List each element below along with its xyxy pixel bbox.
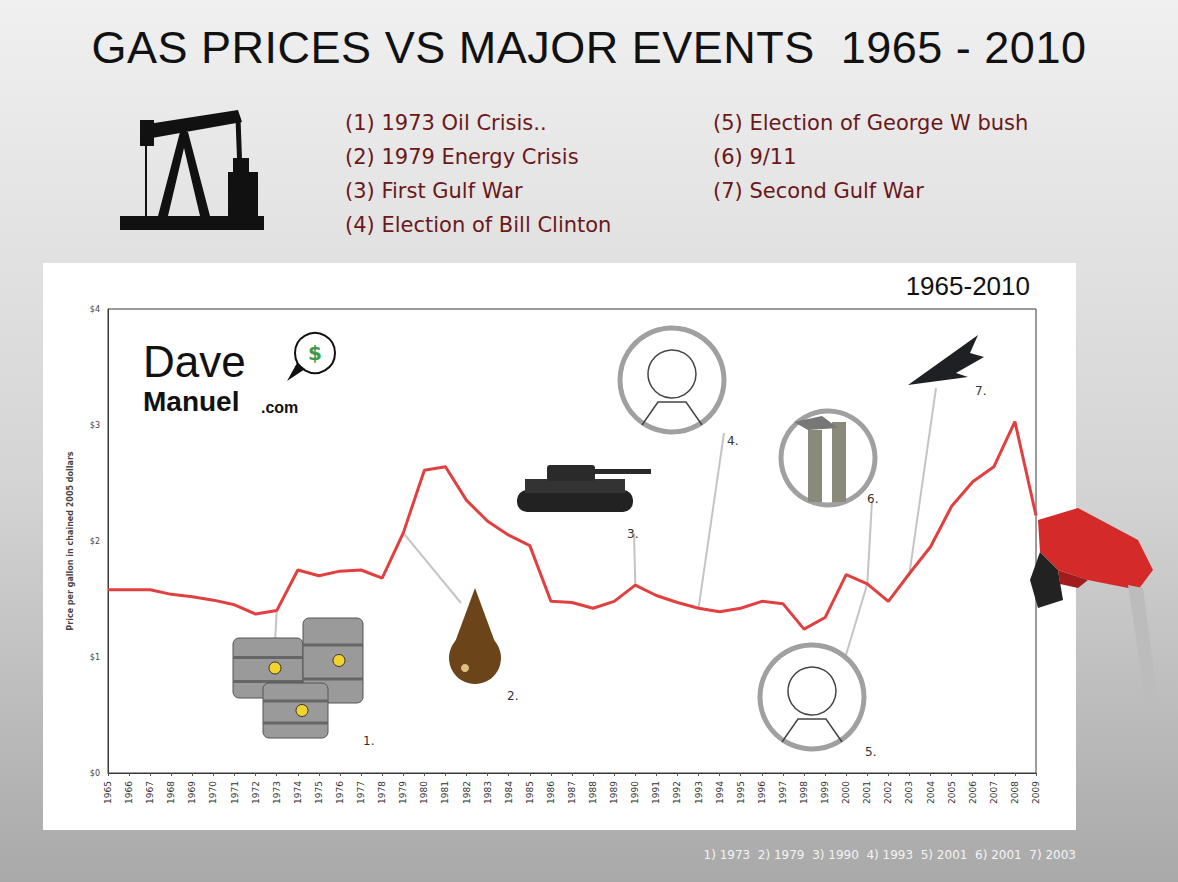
svg-text:2001: 2001	[862, 781, 872, 804]
svg-text:2003: 2003	[904, 781, 914, 804]
svg-text:6.: 6.	[867, 492, 878, 506]
svg-text:$: $	[308, 341, 322, 365]
svg-text:1993: 1993	[694, 781, 704, 804]
svg-text:2002: 2002	[883, 781, 893, 804]
svg-text:1982: 1982	[462, 781, 472, 804]
svg-text:.com: .com	[261, 399, 298, 416]
svg-text:2008: 2008	[1010, 781, 1020, 804]
svg-text:1.: 1.	[363, 734, 374, 748]
svg-text:7.: 7.	[975, 384, 986, 398]
svg-text:1991: 1991	[651, 781, 661, 804]
svg-text:1977: 1977	[356, 781, 366, 804]
svg-text:4.: 4.	[727, 434, 738, 448]
svg-text:1986: 1986	[546, 781, 556, 804]
svg-text:1969: 1969	[187, 781, 197, 804]
svg-text:1966: 1966	[124, 781, 134, 804]
svg-text:1998: 1998	[799, 781, 809, 804]
svg-text:$0: $0	[90, 769, 100, 778]
svg-text:1981: 1981	[440, 781, 450, 804]
svg-text:Manuel: Manuel	[143, 386, 239, 417]
svg-text:1965-2010: 1965-2010	[906, 271, 1030, 301]
svg-text:2004: 2004	[926, 781, 936, 804]
svg-text:$3: $3	[90, 421, 100, 430]
svg-text:1997: 1997	[778, 781, 788, 804]
svg-text:1972: 1972	[251, 781, 261, 804]
html-text:GAS PRICES VS MAJOR EVENTS 196: GAS PRICES VS MAJOR EVENTS 1965 - 2010	[91, 22, 1087, 73]
svg-text:1992: 1992	[672, 781, 682, 804]
html-text:(1) 1973 Oil Crisis.. (2) 1979: (1) 1973 Oil Crisis.. (2) 1979 Energy Cr…	[345, 111, 612, 237]
svg-text:5.: 5.	[865, 745, 876, 759]
svg-text:1971: 1971	[230, 781, 240, 804]
svg-text:1978: 1978	[377, 781, 387, 804]
svg-text:1983: 1983	[483, 781, 493, 804]
svg-text:1985: 1985	[525, 781, 535, 804]
svg-text:1999: 1999	[820, 781, 830, 804]
svg-text:Dave: Dave	[143, 337, 246, 386]
svg-text:Price per gallon in chained 20: Price per gallon in chained 2005 dollars	[66, 451, 75, 631]
svg-text:2.: 2.	[507, 689, 518, 703]
svg-text:$4: $4	[90, 305, 100, 314]
svg-text:2006: 2006	[968, 781, 978, 804]
svg-text:1965: 1965	[103, 781, 113, 804]
svg-text:1995: 1995	[736, 781, 746, 804]
svg-text:1984: 1984	[504, 781, 514, 804]
svg-text:1990: 1990	[630, 781, 640, 804]
svg-text:2005: 2005	[947, 781, 957, 804]
svg-text:2009: 2009	[1031, 781, 1041, 804]
svg-text:1996: 1996	[757, 781, 767, 804]
html-text:1) 1973 2) 1979 3) 1990 4) 199: 1) 1973 2) 1979 3) 1990 4) 1993 5) 2001 …	[703, 848, 1076, 862]
svg-text:1979: 1979	[398, 781, 408, 804]
svg-text:1989: 1989	[609, 781, 619, 804]
svg-text:3.: 3.	[627, 527, 638, 541]
svg-text:1973: 1973	[272, 781, 282, 804]
svg-text:1987: 1987	[567, 781, 577, 804]
svg-text:1970: 1970	[208, 781, 218, 804]
svg-text:2007: 2007	[989, 781, 999, 804]
svg-text:1994: 1994	[715, 781, 725, 804]
svg-text:1974: 1974	[293, 781, 303, 804]
svg-text:1967: 1967	[145, 781, 155, 804]
svg-text:$2: $2	[90, 537, 100, 546]
svg-text:$1: $1	[90, 653, 100, 662]
svg-text:1980: 1980	[419, 781, 429, 804]
svg-text:1988: 1988	[588, 781, 598, 804]
svg-text:1975: 1975	[314, 781, 324, 804]
svg-text:2000: 2000	[841, 781, 851, 804]
svg-text:1968: 1968	[166, 781, 176, 804]
html-text:(5) Election of George W bush: (5) Election of George W bush (6) 9/11 (…	[713, 111, 1029, 203]
svg-text:1976: 1976	[335, 781, 345, 804]
